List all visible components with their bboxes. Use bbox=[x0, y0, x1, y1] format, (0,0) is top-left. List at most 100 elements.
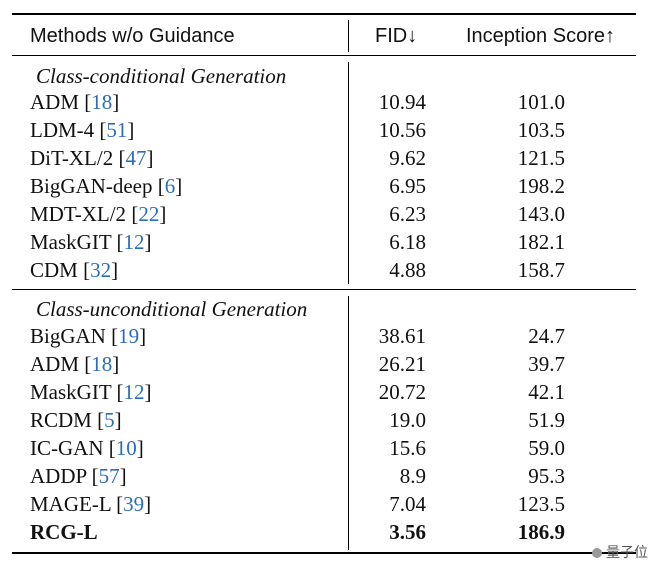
method-cell: IC-GAN [10] bbox=[30, 436, 144, 460]
inception-score-value: 24.7 bbox=[528, 324, 565, 348]
method-cell: MDT-XL/2 [22] bbox=[30, 202, 167, 226]
method-name: ADDP bbox=[30, 464, 87, 488]
citation-link[interactable]: 22 bbox=[138, 202, 160, 226]
citation-link[interactable]: 39 bbox=[123, 492, 145, 516]
table-row: BigGAN-deep [6] 6.95 198.2 bbox=[0, 172, 658, 200]
citation-link[interactable]: 18 bbox=[91, 90, 113, 114]
column-separator-header bbox=[348, 20, 349, 52]
citation-link[interactable]: 6 bbox=[164, 174, 176, 198]
method-cell: ADDP [57] bbox=[30, 464, 127, 488]
table-row: DiT-XL/2 [47] 9.62 121.5 bbox=[0, 144, 658, 172]
table-row: MaskGIT [12] 6.18 182.1 bbox=[0, 228, 658, 256]
citation-link[interactable]: 18 bbox=[91, 352, 113, 376]
method-cell: LDM-4 [51] bbox=[30, 118, 135, 142]
method-name: MAGE-L bbox=[30, 492, 111, 516]
citation-link[interactable]: 12 bbox=[123, 230, 145, 254]
fid-value: 6.18 bbox=[389, 230, 426, 254]
method-name: DiT-XL/2 bbox=[30, 146, 114, 170]
section-rule bbox=[12, 289, 636, 290]
table-row: CDM [32] 4.88 158.7 bbox=[0, 256, 658, 284]
method-cell: DiT-XL/2 [47] bbox=[30, 146, 154, 170]
fid-value: 38.61 bbox=[378, 324, 426, 348]
method-cell: ADM [18] bbox=[30, 352, 120, 376]
table-row: ADM [18] 10.94 101.0 bbox=[0, 88, 658, 116]
table-row: IC-GAN [10] 15.6 59.0 bbox=[0, 434, 658, 462]
inception-score-value: 103.5 bbox=[517, 118, 565, 142]
inception-score-value: 182.1 bbox=[517, 230, 565, 254]
table-row: MAGE-L [39] 7.04 123.5 bbox=[0, 490, 658, 518]
header-rule bbox=[12, 55, 636, 56]
table-row: RCG-L 3.56 186.9 bbox=[0, 518, 658, 546]
fid-value: 8.9 bbox=[399, 464, 426, 488]
fid-value: 15.6 bbox=[389, 436, 426, 460]
bottom-rule bbox=[12, 552, 636, 554]
section-title-conditional: Class-conditional Generation bbox=[36, 64, 287, 88]
method-cell: CDM [32] bbox=[30, 258, 119, 282]
column-separator-section-2 bbox=[348, 296, 349, 550]
header-fid: FID↓ bbox=[375, 25, 418, 47]
fid-value: 9.62 bbox=[389, 146, 426, 170]
fid-value: 19.0 bbox=[389, 408, 426, 432]
fid-value: 10.94 bbox=[378, 90, 426, 114]
method-cell: BigGAN [19] bbox=[30, 324, 147, 348]
inception-score-value: 101.0 bbox=[517, 90, 565, 114]
fid-value: 3.56 bbox=[389, 520, 426, 544]
fid-value: 7.04 bbox=[389, 492, 426, 516]
citation-link[interactable]: 51 bbox=[106, 118, 128, 142]
method-name: IC-GAN bbox=[30, 436, 104, 460]
method-name: ADM bbox=[30, 352, 80, 376]
method-cell: MaskGIT [12] bbox=[30, 230, 152, 254]
citation-link[interactable]: 5 bbox=[104, 408, 115, 432]
method-name: LDM-4 bbox=[30, 118, 95, 142]
table-row: ADDP [57] 8.9 95.3 bbox=[0, 462, 658, 490]
inception-score-value: 39.7 bbox=[528, 352, 565, 376]
fid-value: 10.56 bbox=[378, 118, 426, 142]
citation-link[interactable]: 47 bbox=[125, 146, 147, 170]
inception-score-value: 59.0 bbox=[528, 436, 565, 460]
method-cell: MAGE-L [39] bbox=[30, 492, 152, 516]
fid-value: 6.23 bbox=[389, 202, 426, 226]
fid-value: 20.72 bbox=[378, 380, 426, 404]
inception-score-value: 143.0 bbox=[517, 202, 565, 226]
inception-score-value: 186.9 bbox=[517, 520, 565, 544]
table-row: ADM [18] 26.21 39.7 bbox=[0, 350, 658, 378]
method-cell: RCG-L bbox=[30, 518, 98, 546]
table-row: RCDM [5] 19.0 51.9 bbox=[0, 406, 658, 434]
citation-link[interactable]: 57 bbox=[98, 464, 120, 488]
fid-value: 6.95 bbox=[389, 174, 426, 198]
method-name: BigGAN bbox=[30, 324, 106, 348]
header-methods: Methods w/o Guidance bbox=[30, 25, 235, 47]
inception-score-value: 42.1 bbox=[528, 380, 565, 404]
method-name: RCDM bbox=[30, 408, 92, 432]
watermark-text: 量子位 bbox=[606, 545, 648, 561]
method-name: ADM bbox=[30, 90, 80, 114]
method-name: MaskGIT bbox=[30, 380, 112, 404]
method-name: MDT-XL/2 bbox=[30, 202, 127, 226]
inception-score-value: 121.5 bbox=[517, 146, 565, 170]
method-name: RCG-L bbox=[30, 520, 98, 544]
header-inception-score: Inception Score↑ bbox=[466, 25, 615, 47]
fid-value: 4.88 bbox=[389, 258, 426, 282]
watermark: 量子位 bbox=[592, 542, 648, 562]
citation-link[interactable]: 32 bbox=[90, 258, 112, 282]
method-cell: MaskGIT [12] bbox=[30, 380, 152, 404]
inception-score-value: 198.2 bbox=[517, 174, 565, 198]
table-row: MaskGIT [12] 20.72 42.1 bbox=[0, 378, 658, 406]
column-separator-section-1 bbox=[348, 62, 349, 284]
section-title-unconditional: Class-unconditional Generation bbox=[36, 297, 308, 321]
method-name: CDM bbox=[30, 258, 78, 282]
method-name: MaskGIT bbox=[30, 230, 112, 254]
citation-link[interactable]: 12 bbox=[123, 380, 145, 404]
citation-link[interactable]: 19 bbox=[118, 324, 140, 348]
inception-score-value: 95.3 bbox=[528, 464, 565, 488]
top-rule bbox=[12, 13, 636, 15]
method-cell: BigGAN-deep [6] bbox=[30, 174, 183, 198]
method-cell: RCDM [5] bbox=[30, 408, 122, 432]
wechat-logo-icon bbox=[592, 548, 602, 558]
table-row: BigGAN [19] 38.61 24.7 bbox=[0, 322, 658, 350]
method-cell: ADM [18] bbox=[30, 90, 120, 114]
inception-score-value: 158.7 bbox=[517, 258, 565, 282]
method-name: BigGAN-deep bbox=[30, 174, 153, 198]
inception-score-value: 51.9 bbox=[528, 408, 565, 432]
citation-link[interactable]: 10 bbox=[115, 436, 137, 460]
